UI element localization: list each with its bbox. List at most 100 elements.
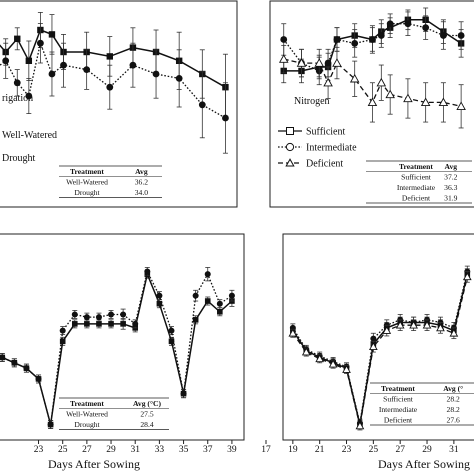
x-tick-label: 39 — [227, 445, 237, 455]
series-layer — [0, 267, 235, 430]
table-cell: Well-Watered — [66, 177, 108, 186]
legend-label: Intermediate — [306, 143, 357, 154]
table-header: Treatment — [70, 167, 104, 176]
data-point-triangle — [395, 320, 405, 329]
table-cell: Deficient — [402, 193, 431, 202]
x-axis-ticks: 17 19 21 23 25 27 29 31 — [261, 440, 459, 455]
data-point-square — [168, 338, 175, 345]
summary-table: Treatment Avg (° Sufficient 28.2 Intermediat… — [370, 382, 474, 426]
x-tick-label: 29 — [106, 445, 116, 455]
data-point-triangle — [385, 89, 395, 99]
legend-title: rigation — [2, 93, 33, 104]
data-point-triangle — [342, 364, 351, 373]
legend-circle-marker — [285, 142, 295, 152]
series-layer — [278, 7, 466, 129]
data-point-circle — [36, 39, 44, 47]
series-intermediate — [289, 265, 471, 428]
series-deficient — [288, 271, 472, 431]
data-point-triangle — [315, 354, 325, 363]
data-point-circle — [11, 359, 18, 366]
data-point-square — [108, 321, 114, 327]
x-tick-label: 31 — [449, 445, 459, 455]
table-cell: Deficient — [384, 415, 413, 424]
panel-bottom-left: 23 25 27 29 31 33 35 37 39 Days After Sowing Tre… — [0, 233, 245, 471]
data-point-triangle — [288, 328, 298, 337]
table-cell: Sufficient — [401, 172, 432, 181]
data-point-triangle — [420, 97, 431, 107]
x-tick-label: 33 — [155, 445, 165, 455]
table-cell: Intermediate — [379, 405, 418, 414]
data-point-circle — [324, 59, 332, 67]
data-point-circle — [13, 79, 21, 87]
table-cell: 31.9 — [444, 193, 457, 202]
table-cell: Sufficient — [383, 394, 414, 403]
data-point-circle — [168, 327, 175, 334]
data-point-circle — [35, 375, 42, 382]
data-point-circle — [120, 311, 127, 318]
panel-frame — [0, 233, 245, 441]
table-cell: Drought — [74, 188, 100, 197]
series-line — [292, 274, 469, 425]
data-point-circle — [23, 365, 30, 372]
data-point-circle — [333, 36, 341, 43]
data-point-circle — [198, 101, 206, 109]
data-point-triangle — [296, 58, 307, 67]
table-cell: 28.2 — [447, 405, 460, 414]
data-point-square — [14, 35, 21, 42]
legend-label: Deficient — [306, 159, 343, 170]
legend-title: Nitrogen — [294, 96, 330, 107]
table-cell: 37.2 — [444, 172, 457, 181]
series-line — [0, 29, 226, 88]
x-tick-label: 21 — [315, 445, 325, 455]
data-point-triangle — [301, 347, 311, 356]
x-tick-label: 31 — [130, 445, 140, 455]
panel-top-left: rigation Well-Watered Drought Treatment A… — [0, 0, 238, 208]
data-point-square — [156, 300, 163, 307]
summary-table: Treatment Avg (°C) Well-Watered 27.5 Drought… — [59, 397, 169, 430]
legend-item: Well-Watered — [2, 130, 57, 141]
series-line — [292, 276, 468, 427]
data-point-circle — [386, 20, 394, 28]
data-point-circle — [83, 66, 91, 73]
x-tick-label: 23 — [34, 445, 44, 455]
panel-top-right: Nitrogen Sufficient Intermediate Deficient… — [269, 0, 474, 208]
data-point-circle — [457, 32, 465, 39]
data-point-square — [217, 308, 223, 315]
data-point-circle — [60, 61, 67, 69]
x-tick-label: 25 — [58, 445, 68, 455]
x-tick-label: 19 — [288, 445, 298, 455]
data-point-square — [59, 338, 66, 345]
data-point-circle — [71, 311, 78, 318]
table-cell: 36.3 — [444, 183, 457, 192]
data-point-circle — [95, 314, 102, 321]
data-point-circle — [439, 32, 447, 39]
x-tick-label: 17 — [261, 445, 271, 455]
data-point-triangle — [314, 58, 324, 67]
legend-square-marker — [286, 127, 294, 135]
table-cell: Well-Watered — [66, 409, 108, 418]
data-point-circle — [48, 70, 56, 78]
legend-label: Well-Watered — [2, 130, 57, 141]
series-layer — [0, 11, 229, 154]
table-cell: 34.0 — [135, 188, 148, 197]
data-point-square — [106, 53, 113, 60]
panel-frame — [269, 0, 474, 208]
data-point-square — [120, 321, 126, 327]
data-point-triangle — [449, 328, 459, 337]
x-axis-label: Days After Sowing — [48, 457, 140, 471]
data-point-triangle — [403, 93, 413, 103]
data-point-circle — [152, 70, 160, 78]
x-tick-label: 35 — [179, 445, 189, 455]
x-tick-label: 25 — [369, 445, 379, 455]
series-drought — [0, 267, 235, 430]
table-header: Avg — [135, 167, 148, 176]
series-deficient — [278, 44, 466, 129]
data-point-circle — [108, 311, 115, 318]
table-cell: 28.4 — [140, 420, 153, 429]
legend-label: Sufficient — [306, 127, 345, 138]
legend-item: Deficient — [278, 158, 343, 170]
legend-triangle-marker — [285, 158, 295, 167]
series-line — [292, 271, 468, 424]
table-cell: 27.5 — [140, 409, 153, 418]
x-axis-label: Days After Sowing — [378, 457, 470, 471]
